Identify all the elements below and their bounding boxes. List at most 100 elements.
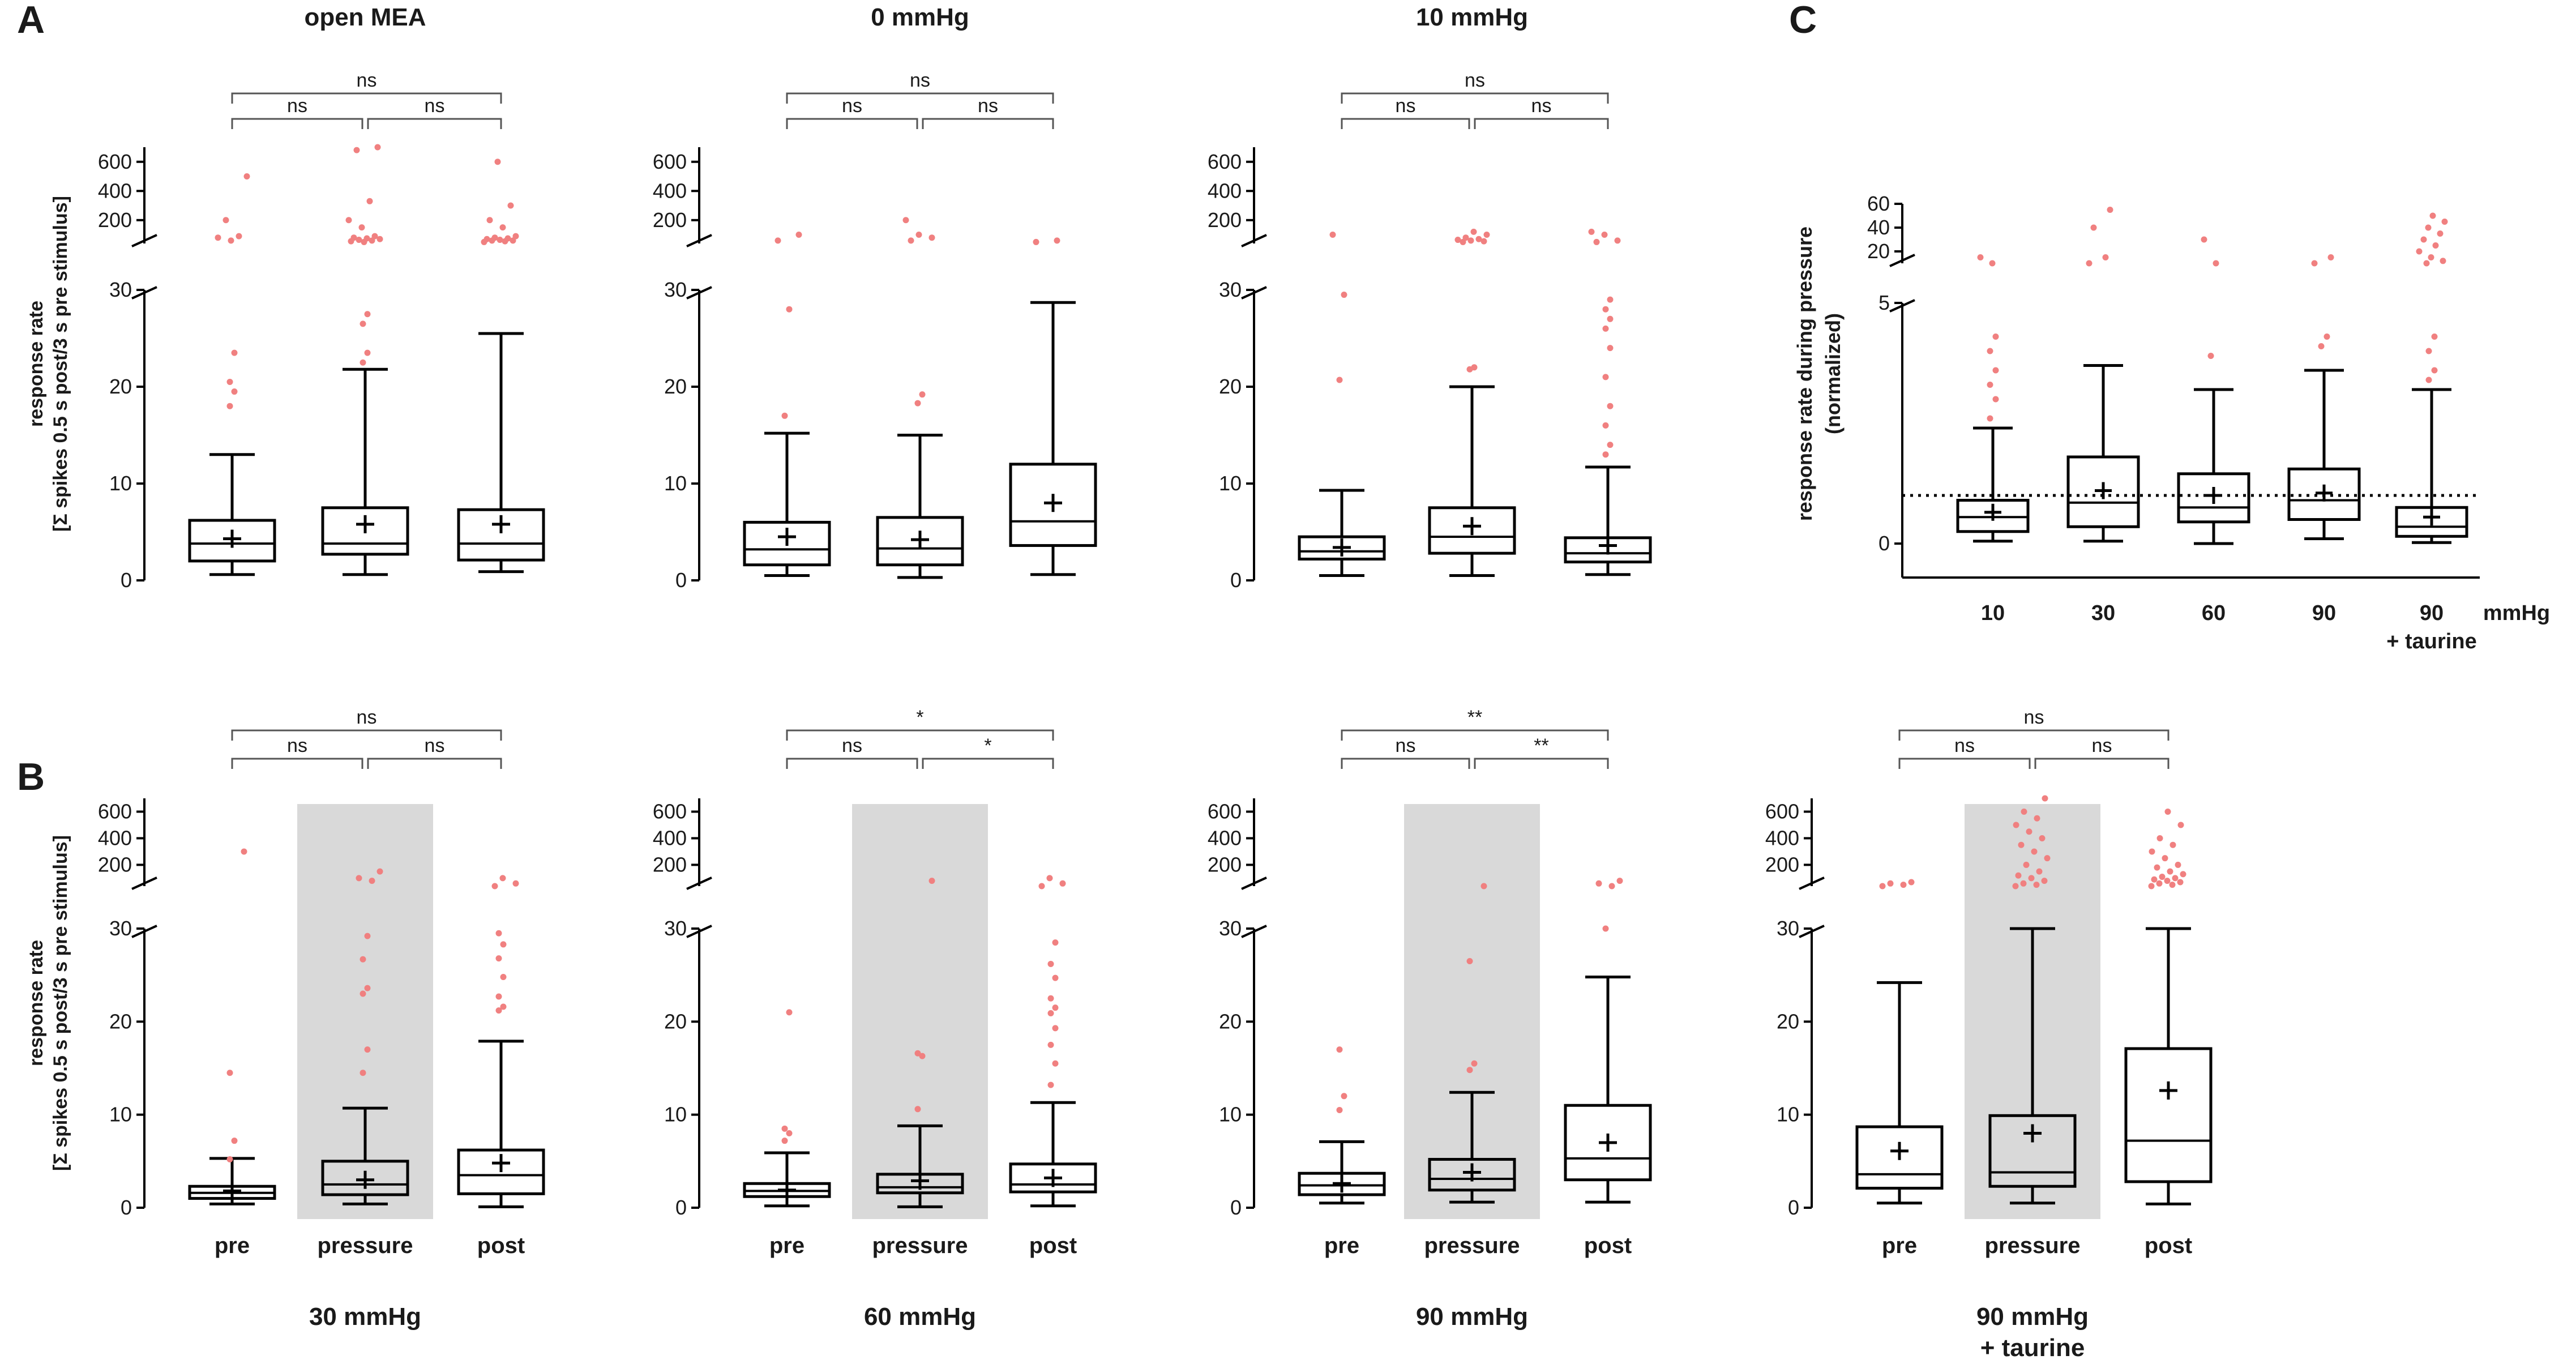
open-mea-box-pressure-outlier-point [358,224,365,231]
60-mmhg-box-pressure-outlier-point [928,878,935,884]
open-mea-box-post-iqr-box [457,508,545,562]
90-mmhg-taurine-bracket-pre-post [1898,729,2170,741]
30-mmhg-box-pressure-iqr-box [321,1160,409,1196]
10-mmhg-box-pressure-outlier-point [1480,238,1487,245]
open-mea-box-post-outlier-point [494,159,501,165]
10-mmhg-box-pressure-outlier-point [1462,234,1469,241]
open-mea-box-post-outlier-point [499,224,506,231]
10-mmhg-box-post-outlier-point [1614,237,1621,244]
30-mmhg-box-pre-outlier-point [231,1138,238,1144]
30-mmhg-box-post-outlier-point [495,993,502,1000]
normalized-y-tick-label: 0 [1878,532,1890,555]
60-mmhg-y-tick-label: 600 [653,799,687,823]
0-mmhg-y-tick-label: 600 [653,150,687,173]
30-mmhg-bracket-pre-post-label: ns [357,707,377,728]
90-mmhg-taurine-box-pressure-iqr-box [1988,1114,2077,1188]
90-mmhg-taurine-box-pressure-outlier-point [2013,822,2019,828]
normalized-box-0-outlier-point [1992,333,1999,340]
y-axis-sublabel-b: [Σ spikes 0.5 s post/3 s pre stimulus] [50,835,71,1171]
60-mmhg-x-label-pre: pre [769,1233,805,1258]
normalized-box-2-outlier-point [2201,236,2207,243]
0-mmhg-box-pre-iqr-box [743,520,831,567]
normalized-axis-break-mark-lower [1889,299,1915,313]
open-mea-box-pre-outlier-point [226,378,233,385]
60-mmhg-box-post-outlier-point [1047,1081,1054,1088]
0-mmhg-box-post-iqr-box [1009,463,1097,547]
normalized-box-4-outlier-point [2440,258,2446,264]
30-mmhg-box-pre-outlier-point [241,848,247,855]
90-mmhg-taurine-box-pre-iqr-box [1855,1125,1944,1190]
open-mea-box-pressure-outlier-point [350,234,357,241]
0-mmhg-y-tick-label: 30 [664,278,687,301]
0-mmhg-y-tick-label: 20 [664,375,687,398]
open-mea-title: open MEA [304,3,426,31]
open-mea-y-tick-label: 400 [98,179,132,202]
10-mmhg-y-tick-label: 30 [1219,278,1242,301]
10-mmhg-box-pre-outlier-point [1341,292,1347,298]
90-mmhg-taurine-bracket-pressure-post [2034,758,2170,769]
60-mmhg-box-post-outlier-point [1047,995,1054,1002]
60-mmhg-y-tick-label: 200 [653,853,687,876]
60-mmhg-box-post-outlier-point [1052,974,1059,981]
normalized-x-label: 60 [2202,601,2226,625]
90-mmhg-taurine-bracket-pre-pressure [1898,758,2031,769]
30-mmhg-box-pressure-outlier-point [360,1070,366,1076]
10-mmhg-box-post-outlier-point [1602,374,1609,380]
90-mmhg-taurine-box-pressure-outlier-point [2041,878,2048,884]
30-mmhg-box-pressure-outlier-point [369,878,375,884]
0-mmhg-axis-break-mark-upper [686,234,712,247]
90-mmhg-taurine-box-pre-outlier-point [1887,880,1894,887]
0-mmhg-box-pressure-outlier-point [919,391,926,398]
normalized-y-axis-label: response rate during pressure [1793,226,1816,521]
60-mmhg-bracket-pre-pressure-label: ns [842,735,862,756]
0-mmhg-box-pre-outlier-point [786,306,793,313]
open-mea-box-pressure-outlier-point [360,320,366,327]
normalized-box-4-outlier-point [2420,236,2427,243]
normalized-x-label: 90 [2420,601,2444,625]
normalized-box-4-outlier-point [2441,219,2448,225]
10-mmhg-box-post-outlier-point [1607,315,1614,322]
0-mmhg-box-pressure-outlier-point [928,234,935,241]
open-mea-y-tick-label: 20 [109,375,132,398]
90-mmhg-taurine-box-post-outlier-point [2149,848,2155,855]
normalized-box-1-outlier-point [2086,260,2093,267]
30-mmhg-x-label-pressure: pressure [318,1233,413,1258]
90-mmhg-taurine-axis-break-mark-upper [1799,876,1825,890]
90-mmhg-x-label-post: post [1584,1233,1632,1258]
open-mea-box-pre-outlier-point [243,173,250,180]
30-mmhg-box-post-outlier-point [500,941,507,948]
30-mmhg-box-pressure-outlier-point [360,990,366,997]
normalized-box-1-outlier-point [2102,254,2109,260]
30-mmhg-box-pre-outlier-point [226,1156,233,1163]
60-mmhg-y-tick-label: 20 [664,1010,687,1033]
90-mmhg-taurine-box-pre-outlier-point [1879,883,1886,890]
open-mea-box-pre-outlier-point [231,349,238,356]
normalized-box-0-outlier-point [1989,260,1996,267]
10-mmhg-box-post-outlier-point [1607,403,1614,409]
y-axis-label-b: response rate [25,940,47,1066]
60-mmhg-box-post-outlier-point [1052,1025,1059,1032]
normalized-box-3-outlier-point [2327,254,2334,260]
0-mmhg-box-pressure-outlier-point [902,217,909,224]
60-mmhg-box-post-outlier-point [1052,1004,1059,1011]
normalized-box-4-outlier-point [2432,242,2439,249]
90-mmhg-taurine-box-post-outlier-point [2162,855,2168,862]
60-mmhg-box-pressure-outlier-point [914,1106,921,1113]
10-mmhg-bracket-pressure-post-label: ns [1531,95,1552,117]
60-mmhg-y-tick-label: 10 [664,1103,687,1126]
open-mea-axis-break-mark-lower [131,286,157,300]
open-mea-box-pre-iqr-box [188,519,276,563]
90-mmhg-taurine-bracket-pressure-post-label: ns [2092,735,2112,756]
60-mmhg-box-post-outlier-point [1047,1041,1054,1048]
0-mmhg-y-tick-label: 400 [653,179,687,202]
normalized-x-label: 30 [2091,601,2115,625]
90-mmhg-bracket-pre-post-label: ** [1467,707,1482,728]
10-mmhg-box-pressure-outlier-point [1454,237,1461,243]
normalized-x-unit-label: mmHg [2483,601,2550,625]
open-mea-box-pre-outlier-point [215,234,221,241]
normalized-box-0-outlier-point [1987,382,1993,388]
normalized-box-0-outlier-point [1987,348,1993,354]
10-mmhg-box-post-outlier-point [1607,442,1614,448]
10-mmhg-box-post-outlier-point [1593,238,1600,245]
open-mea-y-tick-label: 0 [121,568,132,592]
